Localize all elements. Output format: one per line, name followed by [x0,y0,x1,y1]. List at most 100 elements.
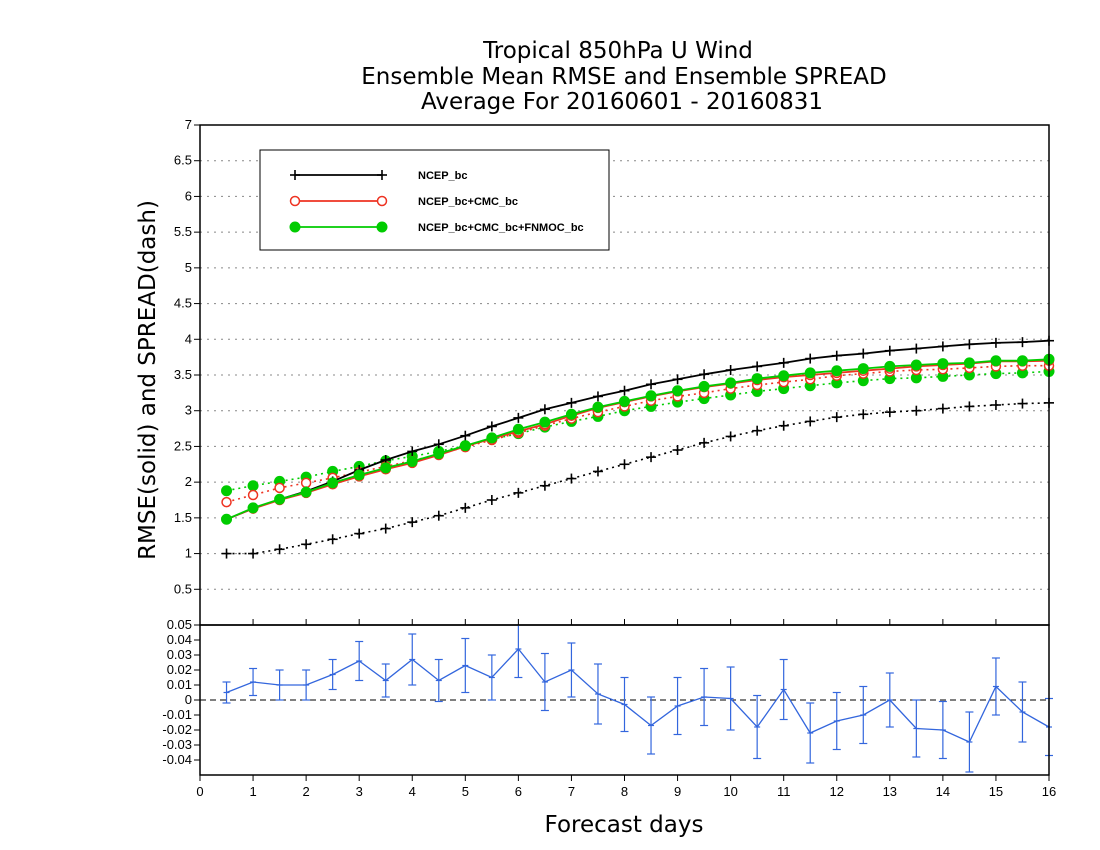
rmse-point [805,353,816,364]
spread-point [778,420,789,431]
y-tick-label: -0.01 [162,707,192,722]
spread-point [248,548,259,559]
y-tick-label: 0.05 [167,617,192,632]
rmse-point [380,462,392,474]
spread-point [274,482,285,494]
spread-point [221,485,233,497]
legend-marker [376,221,388,233]
error-bar [647,696,656,755]
rmse-point [804,367,816,379]
y-tick-label: 5.5 [174,224,192,239]
error-bar [514,625,523,679]
legend-label: NCEP_bc+CMC_bc+FNMOC_bc [418,222,584,234]
spread-point [699,437,710,448]
y-tick-label: 6 [185,188,192,203]
spread-point [990,400,1001,410]
spread-point [858,409,869,420]
spread-line [226,370,1050,492]
y-tick-label: 7 [185,117,192,132]
x-tick-label: 13 [883,784,897,799]
legend-marker [377,170,387,180]
error-bar [700,667,709,727]
rmse-line [226,339,1050,521]
rmse-point [831,365,843,377]
spread-point [672,445,683,455]
rmse-point [698,380,710,392]
spread-point [513,487,524,498]
top-panel-series [221,335,1055,559]
rmse-point [725,365,736,375]
legend-marker [376,195,388,207]
error-bar [726,666,735,731]
x-tick-label: 12 [830,784,844,799]
legend-marker [290,170,300,180]
rmse-point [460,430,471,441]
rmse-point [433,439,444,450]
rmse-point [778,357,789,368]
rmse-point [911,343,922,354]
chart-title: Tropical 850hPa U Wind Ensemble Mean RMS… [361,38,886,115]
spread-point [646,452,657,463]
y-tick-label: 2 [185,474,192,489]
x-tick-label: 5 [462,784,469,799]
error-bar [938,700,947,760]
rmse-point [406,455,418,467]
spread-point [247,480,259,492]
rmse-point [884,360,896,372]
bottom-panel-y-ticks: 0.050.040.030.020.010-0.01-0.02-0.03-0.0… [162,617,200,767]
spread-point [805,416,816,427]
error-bar [408,633,417,686]
y-tick-label: -0.03 [162,737,192,752]
error-bar [222,681,231,704]
spread-point [592,466,603,477]
y-axis-label: RMSE(solid) and SPREAD(dash) [135,200,161,560]
error-bar [328,658,337,691]
rmse-point [752,361,763,372]
spread-point [937,403,948,414]
x-tick-label: 0 [196,784,203,799]
spread-point [566,473,577,484]
rmse-point [407,446,418,457]
y-tick-label: 5 [185,260,192,275]
rmse-point [699,369,710,380]
error-bar [355,640,364,682]
spread-point [221,496,232,508]
rmse-point [221,513,233,525]
y-tick-label: 1 [185,546,192,561]
y-tick-label: 0 [185,692,192,707]
rmse-point [672,374,683,385]
rmse-point [619,395,630,407]
rmse-point [645,390,657,402]
y-tick-label: 3 [185,403,192,418]
rmse-point [884,345,895,356]
error-bar [965,711,974,773]
rmse-point [857,363,869,375]
error-bar [620,676,629,733]
rmse-point [353,469,365,481]
spread-point [725,431,736,442]
rmse-point [990,355,1002,367]
spread-point [300,477,312,489]
rmse-point [619,385,630,396]
error-bar [434,658,443,703]
rmse-point [300,486,312,498]
x-tick-label: 4 [409,784,416,799]
spread-point [433,510,444,521]
x-tick-label: 3 [356,784,363,799]
error-bar [1018,681,1027,743]
spread-point [539,480,550,491]
rmse-point [565,408,577,420]
error-bar [593,663,602,725]
x-tick-label: 10 [723,784,737,799]
spread-line [226,364,1049,503]
error-bar [381,663,390,698]
spread-point [1017,398,1028,409]
rmse-point [751,373,763,385]
rmse-point [858,348,869,359]
error-bar [806,702,815,764]
spread-point [247,489,259,501]
y-tick-label: 2.5 [174,438,192,453]
rmse-line [226,358,1050,521]
rmse-point [539,404,550,415]
rmse-point [964,339,975,350]
